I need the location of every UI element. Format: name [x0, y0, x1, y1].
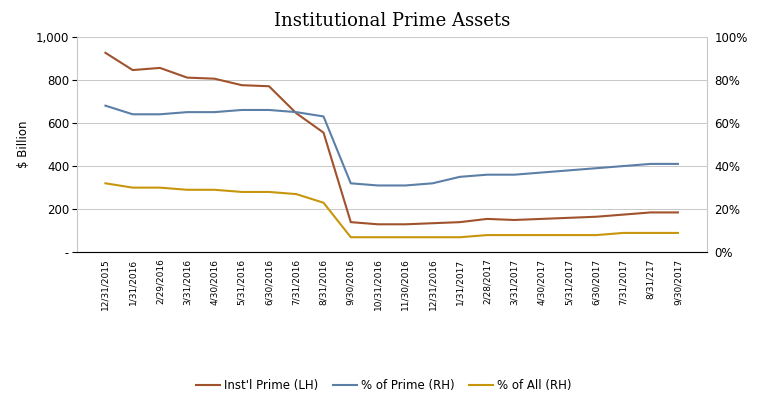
Inst'l Prime (LH): [210, 76, 219, 81]
Inst'l Prime (LH): [619, 212, 628, 217]
% of Prime (RH): [155, 112, 164, 117]
Inst'l Prime (LH): [373, 222, 382, 227]
% of Prime (RH): [674, 162, 683, 166]
% of All (RH): [537, 233, 546, 238]
Inst'l Prime (LH): [346, 220, 356, 225]
% of All (RH): [264, 190, 273, 195]
% of All (RH): [155, 185, 164, 190]
% of All (RH): [183, 187, 192, 192]
% of Prime (RH): [292, 109, 301, 115]
% of Prime (RH): [101, 103, 110, 108]
Inst'l Prime (LH): [264, 84, 273, 89]
% of Prime (RH): [591, 166, 601, 171]
% of Prime (RH): [264, 107, 273, 112]
Inst'l Prime (LH): [564, 215, 574, 220]
% of All (RH): [482, 233, 492, 238]
% of All (RH): [401, 235, 410, 240]
% of All (RH): [101, 181, 110, 186]
% of All (RH): [619, 230, 628, 235]
% of All (RH): [455, 235, 465, 240]
% of All (RH): [319, 200, 328, 205]
% of Prime (RH): [428, 181, 437, 186]
Inst'l Prime (LH): [401, 222, 410, 227]
% of All (RH): [674, 230, 683, 235]
% of All (RH): [237, 190, 247, 195]
% of All (RH): [646, 230, 655, 235]
Inst'l Prime (LH): [292, 111, 301, 116]
Inst'l Prime (LH): [591, 214, 601, 219]
% of Prime (RH): [319, 114, 328, 119]
Inst'l Prime (LH): [183, 75, 192, 80]
% of Prime (RH): [455, 174, 465, 179]
Y-axis label: $ Billion: $ Billion: [17, 121, 30, 168]
Legend: Inst'l Prime (LH), % of Prime (RH), % of All (RH): Inst'l Prime (LH), % of Prime (RH), % of…: [191, 374, 577, 397]
Inst'l Prime (LH): [128, 68, 137, 72]
Inst'l Prime (LH): [319, 130, 328, 135]
% of Prime (RH): [510, 172, 519, 177]
Inst'l Prime (LH): [101, 50, 110, 55]
% of All (RH): [428, 235, 437, 240]
% of All (RH): [373, 235, 382, 240]
Inst'l Prime (LH): [155, 66, 164, 70]
% of All (RH): [128, 185, 137, 190]
% of Prime (RH): [210, 109, 219, 115]
Inst'l Prime (LH): [674, 210, 683, 215]
% of All (RH): [510, 233, 519, 238]
% of Prime (RH): [183, 109, 192, 115]
% of Prime (RH): [482, 172, 492, 177]
% of Prime (RH): [346, 181, 356, 186]
% of All (RH): [292, 192, 301, 197]
Inst'l Prime (LH): [455, 220, 465, 225]
% of Prime (RH): [128, 112, 137, 117]
Inst'l Prime (LH): [646, 210, 655, 215]
% of Prime (RH): [401, 183, 410, 188]
Inst'l Prime (LH): [537, 217, 546, 221]
% of All (RH): [591, 233, 601, 238]
% of Prime (RH): [373, 183, 382, 188]
Line: % of Prime (RH): % of Prime (RH): [105, 106, 678, 186]
Inst'l Prime (LH): [237, 83, 247, 88]
% of Prime (RH): [237, 107, 247, 112]
% of All (RH): [564, 233, 574, 238]
Title: Institutional Prime Assets: Institutional Prime Assets: [273, 11, 510, 30]
% of Prime (RH): [646, 162, 655, 166]
Inst'l Prime (LH): [482, 217, 492, 221]
% of Prime (RH): [537, 170, 546, 175]
Inst'l Prime (LH): [510, 217, 519, 222]
Line: Inst'l Prime (LH): Inst'l Prime (LH): [105, 53, 678, 224]
Line: % of All (RH): % of All (RH): [105, 183, 678, 237]
% of All (RH): [210, 187, 219, 192]
% of Prime (RH): [619, 164, 628, 168]
% of All (RH): [346, 235, 356, 240]
% of Prime (RH): [564, 168, 574, 173]
Inst'l Prime (LH): [428, 221, 437, 225]
